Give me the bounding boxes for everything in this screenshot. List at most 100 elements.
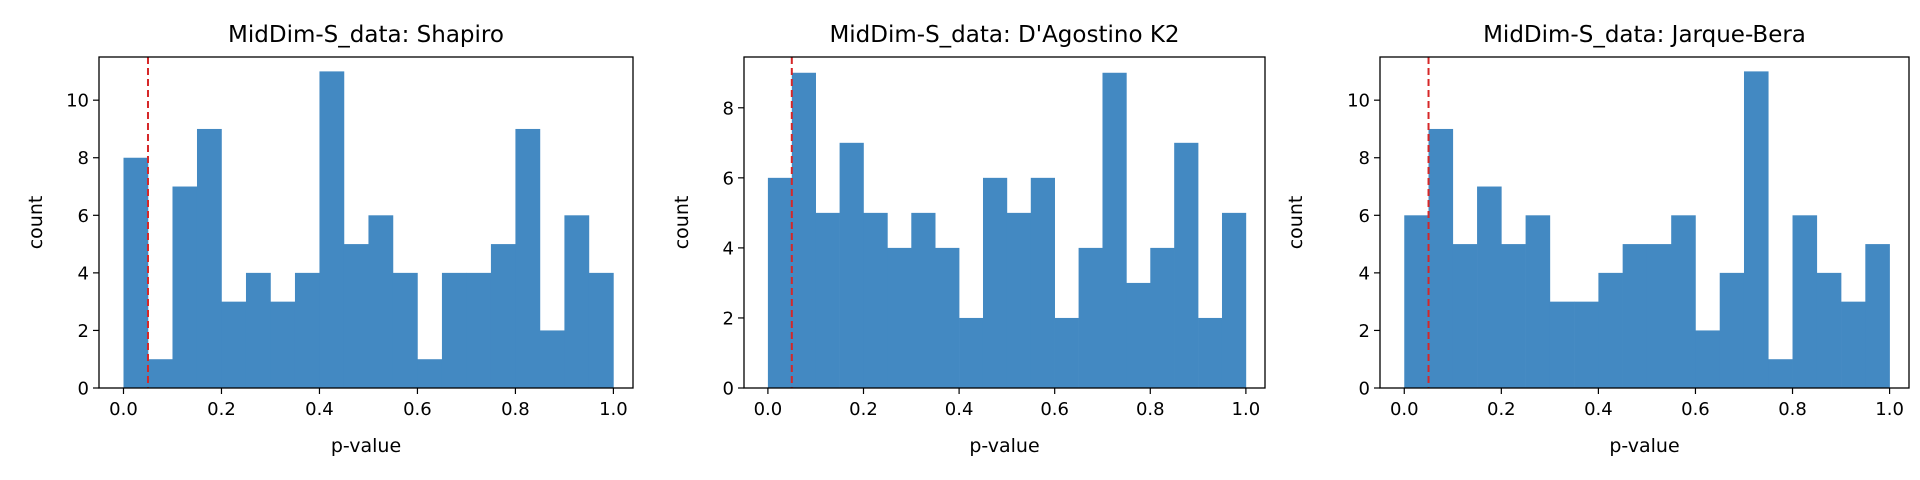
y-tick-label: 0 [78,379,89,400]
x-tick-group: 0.0 0.2 0.4 0.6 0.8 1.0 [109,388,628,420]
axes-frame [1379,56,1910,389]
y-tick-label: 2 [78,321,89,342]
histogram-bar [466,272,492,388]
histogram-bar [245,272,271,388]
x-tick-label: 0.0 [109,399,138,420]
histogram-bar [1574,301,1599,388]
x-tick-label: 0.0 [1390,399,1419,420]
histogram-bar [1102,72,1127,388]
x-tick-label: 0.2 [849,399,878,420]
x-tick-label: 0.8 [501,399,530,420]
y-tick-label: 4 [78,263,89,284]
histogram-bar [417,359,443,388]
histogram-bar [911,212,936,388]
y-tick-label: 6 [78,206,89,227]
x-tick-group: 0.0 0.2 0.4 0.6 0.8 1.0 [1390,388,1904,420]
histogram-bar [1006,212,1032,388]
y-tick-group: 0 2 4 6 8 [723,98,744,400]
histogram-bar [1198,317,1223,388]
x-tick-label: 1.0 [1232,399,1261,420]
x-tick-label: 0.4 [305,399,334,420]
histogram-bar [343,244,369,388]
panel-title: MidDim-S_data: Shapiro [228,22,504,48]
y-tick-label: 10 [66,91,89,112]
y-tick-group: 0 2 4 6 8 10 [66,91,99,400]
histogram-bar [1549,301,1575,388]
histogram-bar [172,186,198,388]
histogram-bar [1841,301,1866,388]
histogram-bar [887,247,912,388]
histogram-bar [767,177,793,388]
histogram-bar [1695,330,1721,388]
x-tick-label: 1.0 [599,399,628,420]
histogram-bar [221,301,247,388]
bar-group [123,71,614,389]
y-axis-label: count [25,196,47,250]
histogram-bar [1030,177,1055,388]
histogram-bar [123,157,149,388]
y-axis-label: count [1285,196,1307,250]
y-tick-label: 6 [723,168,734,189]
histogram-bar [564,215,590,388]
histogram-bar [1174,142,1199,388]
histogram-bar [368,215,394,388]
histogram-bar [1221,212,1247,388]
histogram-bar [1404,215,1429,388]
x-axis-label: p-value [1609,435,1679,457]
panel-shapiro: MidDim-S_data: Shapiro 0 2 4 6 8 10 0.0 0.2 0.4… [25,22,634,457]
histogram-bar [539,330,565,388]
panel-title: MidDim-S_data: D'Agostino K2 [829,22,1179,48]
histogram-bar [1646,244,1672,388]
histogram-bar [1501,244,1526,388]
bar-group [767,72,1247,388]
x-tick-label: 0.4 [1584,399,1613,420]
histogram-bar [1743,71,1769,389]
y-tick-label: 8 [723,98,734,119]
x-tick-label: 0.2 [1487,399,1516,420]
histogram-bar [490,244,516,388]
y-axis-label: count [671,196,693,250]
y-tick-label: 2 [723,308,734,329]
x-tick-label: 0.2 [207,399,236,420]
y-tick-label: 8 [1359,148,1370,169]
histogram-bar [863,212,888,388]
histogram-bar [1525,215,1551,388]
histogram-bar [270,301,296,388]
histogram-bar [1126,282,1151,388]
y-tick-label: 4 [1359,263,1370,284]
bar-group [1404,71,1890,389]
axes-frame [743,56,1266,389]
histogram-bar [1428,128,1454,388]
y-tick-label: 4 [723,238,734,259]
x-tick-label: 1.0 [1875,399,1904,420]
x-tick-label: 0.4 [945,399,974,420]
x-tick-label: 0.6 [403,399,432,420]
histogram-bar [1078,247,1103,388]
x-tick-group: 0.0 0.2 0.4 0.6 0.8 1.0 [754,388,1261,420]
histogram-bar [1150,247,1175,388]
histogram-bar [319,71,345,389]
histogram-bar [294,272,320,388]
histogram-bar [935,247,960,388]
y-tick-label: 6 [1359,206,1370,227]
histogram-bar [1865,244,1890,388]
histogram-bar [392,272,418,388]
histogram-bar [1452,244,1478,388]
histogram-bar [1598,272,1623,388]
histogram-bar [515,128,541,388]
histogram-bar [1477,186,1502,388]
axes-frame [98,56,634,389]
histogram-bar [815,212,840,388]
histogram-bar [1054,317,1079,388]
y-tick-label: 0 [1359,379,1370,400]
x-tick-label: 0.8 [1778,399,1807,420]
y-tick-label: 2 [1359,321,1370,342]
y-tick-label: 10 [1347,91,1370,112]
y-tick-label: 0 [723,379,734,400]
histogram-bar [1671,215,1696,388]
histogram-bar [588,272,614,388]
histogram-bar [1622,244,1648,388]
histogram-bar [982,177,1008,388]
